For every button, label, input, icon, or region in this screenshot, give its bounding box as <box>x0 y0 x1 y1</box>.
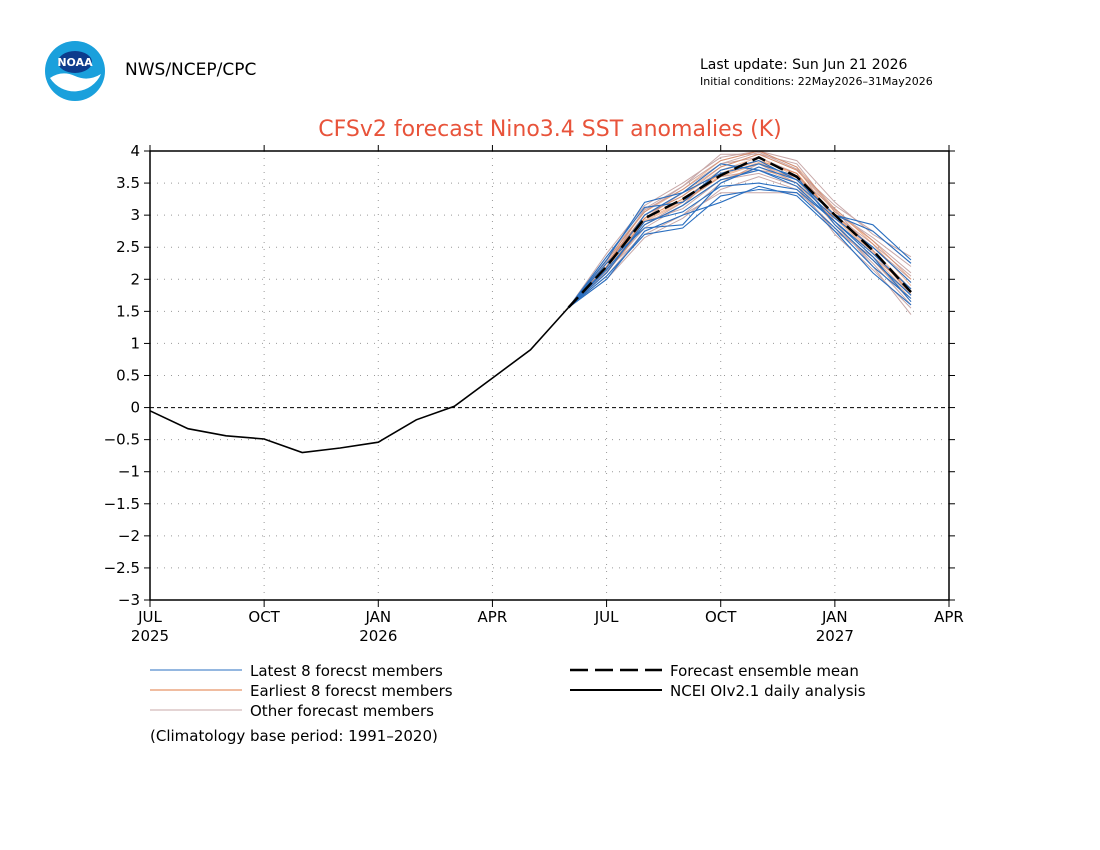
earliest-member-line <box>568 150 912 308</box>
y-tick-label: −1.5 <box>104 495 140 513</box>
x-year-label: 2026 <box>359 627 397 645</box>
legend: Latest 8 forecst members Earliest 8 fore… <box>150 662 866 745</box>
y-tick-label: −3 <box>118 591 140 609</box>
x-tick-label: APR <box>478 608 508 626</box>
observed-line <box>149 306 570 454</box>
earliest-member-line <box>568 156 912 308</box>
noaa-logo-icon: NOAA <box>44 40 106 102</box>
y-tick-label: 3.5 <box>116 174 140 192</box>
y-tick-label: −2.5 <box>104 559 140 577</box>
x-tick-label: APR <box>934 608 964 626</box>
legend-earliest-label: Earliest 8 forecst members <box>250 682 453 700</box>
x-tick-label: JUL <box>594 608 619 626</box>
legend-other-label: Other forecast members <box>250 702 434 720</box>
y-tick-label: 2.5 <box>116 238 140 256</box>
y-tick-label: −2 <box>118 527 140 545</box>
y-tick-label: 3 <box>130 206 140 224</box>
y-tick-label: 0.5 <box>116 367 140 385</box>
latest-member-line <box>568 185 912 308</box>
x-tick-label: JAN <box>364 608 391 626</box>
y-tick-label: 0 <box>130 399 140 417</box>
chart-title: CFSv2 forecast Nino3.4 SST anomalies (K) <box>318 117 781 142</box>
latest-member-line <box>568 169 912 308</box>
y-tick-label: −0.5 <box>104 431 140 449</box>
y-tick-label: 1.5 <box>116 302 140 320</box>
forecast-members <box>568 150 912 315</box>
noaa-logo-text: NOAA <box>57 56 93 69</box>
x-tick-label: JAN <box>821 608 848 626</box>
x-tick-label: OCT <box>705 608 737 626</box>
agency-label: NWS/NCEP/CPC <box>125 60 257 80</box>
earliest-member-line <box>568 153 912 308</box>
x-tick-label: JUL <box>137 608 162 626</box>
y-tick-label: 2 <box>130 270 140 288</box>
y-tick-label: −1 <box>118 463 140 481</box>
main-lines <box>149 156 912 454</box>
last-update-label: Last update: Sun Jun 21 2026 <box>700 57 908 73</box>
gridlines <box>150 151 949 600</box>
axis-ticks: 43.532.521.510.50−0.5−1−1.5−2−2.5−3JUL20… <box>104 142 964 645</box>
y-tick-label: 4 <box>130 142 140 160</box>
x-year-label: 2027 <box>816 627 854 645</box>
legend-observed-label: NCEI OIv2.1 daily analysis <box>670 682 866 700</box>
legend-latest-label: Latest 8 forecst members <box>250 662 443 680</box>
other-member-line <box>568 156 912 308</box>
latest-member-line <box>568 163 912 308</box>
initial-conditions-label: Initial conditions: 22May2026–31May2026 <box>700 75 933 88</box>
y-tick-label: 1 <box>130 334 140 352</box>
ensemble-mean-line <box>567 156 912 309</box>
legend-mean-label: Forecast ensemble mean <box>670 662 859 680</box>
x-tick-label: OCT <box>248 608 280 626</box>
x-year-label: 2025 <box>131 627 169 645</box>
climatology-note: (Climatology base period: 1991–2020) <box>150 727 438 745</box>
